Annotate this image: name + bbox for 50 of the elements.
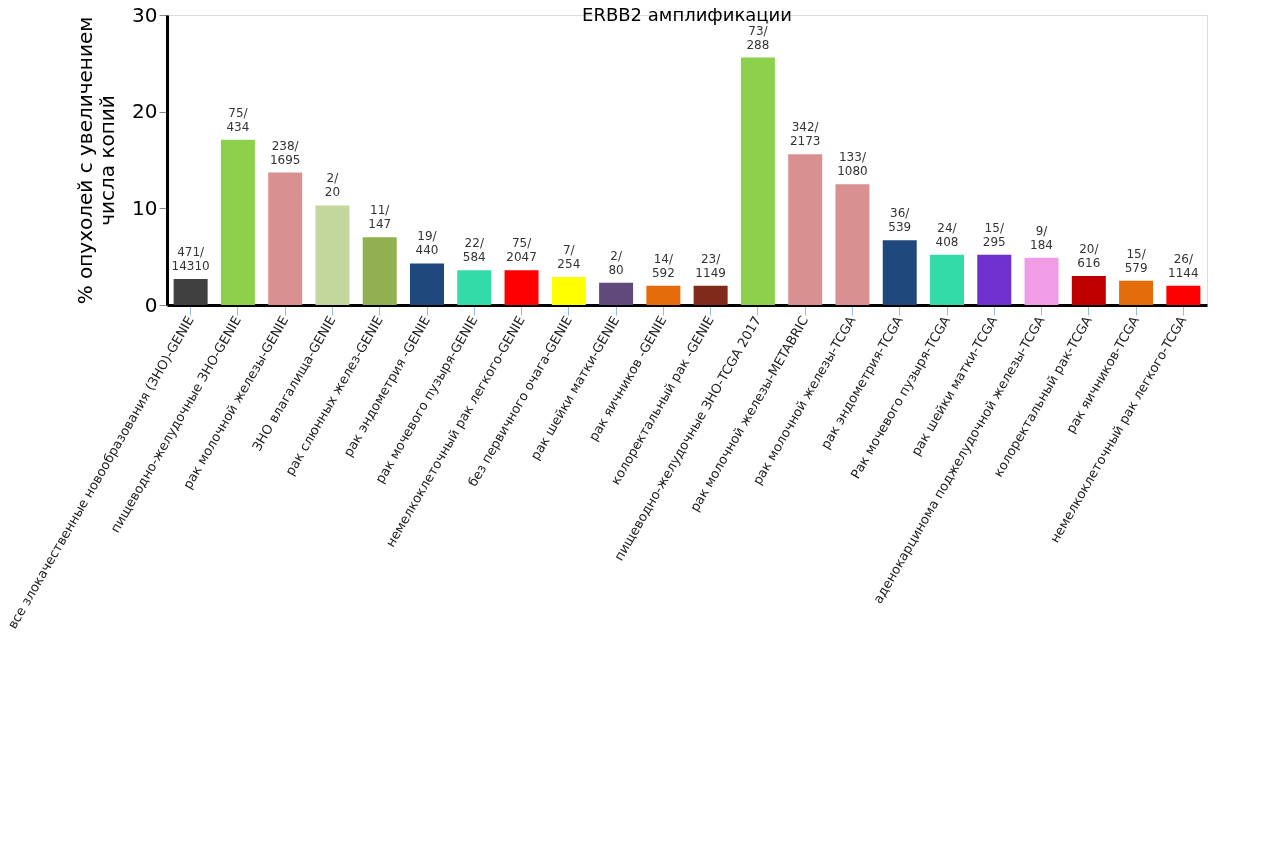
data-label: 2/ 80: [608, 248, 624, 277]
bar: [1024, 257, 1059, 305]
data-label: 342/ 2173: [789, 120, 821, 149]
data-label: 15/ 579: [1124, 246, 1148, 275]
bar: [504, 270, 539, 305]
data-label: 11/ 147: [368, 203, 392, 232]
bar: [457, 270, 492, 305]
bar: [977, 254, 1012, 305]
data-label: 9/ 184: [1030, 223, 1053, 252]
bar: [315, 205, 350, 305]
data-label: 14/ 592: [651, 251, 675, 280]
bar: [1071, 276, 1106, 305]
data-label: 2/ 20: [324, 171, 341, 200]
bar: [835, 184, 870, 305]
bar: [599, 282, 634, 305]
data-label: 19/ 440: [415, 229, 439, 258]
bar: [551, 276, 586, 305]
bar: [173, 278, 208, 305]
chart-title: ERBB2 амплификации: [582, 4, 792, 25]
bar: [740, 57, 775, 305]
bar: [362, 237, 397, 305]
data-label: 36/ 539: [888, 206, 912, 235]
data-label: 22/ 584: [462, 236, 486, 265]
bar: [788, 154, 823, 305]
data-label: 75/ 2047: [506, 236, 537, 265]
data-label: 24/ 408: [935, 220, 959, 249]
bar: [646, 285, 681, 305]
data-label: 26/ 1144: [1168, 251, 1199, 280]
y-tick-label: 0: [144, 292, 158, 317]
bar: [882, 240, 917, 305]
y-tick-label: 30: [132, 2, 158, 27]
data-label: 133/ 1080: [837, 150, 868, 179]
data-label: 75/ 434: [226, 105, 250, 134]
bar: [693, 285, 728, 305]
data-label: 23/ 1149: [695, 251, 726, 280]
y-axis-title: % опухолей с увеличением числа копий: [73, 16, 120, 305]
bar: [1166, 285, 1201, 305]
data-label: 15/ 295: [982, 220, 1006, 249]
y-tick-label: 10: [132, 195, 158, 220]
y-tick-label: 20: [132, 99, 158, 124]
data-label: 471/ 14310: [171, 244, 210, 273]
bar: [410, 263, 444, 305]
data-label: 73/ 288: [746, 23, 770, 52]
data-label: 7/ 254: [557, 242, 581, 271]
data-label: 238/ 1695: [269, 138, 301, 167]
bar: [268, 172, 303, 305]
data-label: 20/ 616: [1077, 242, 1101, 270]
bar: [1119, 280, 1154, 305]
bar: [930, 254, 964, 305]
bar: [220, 139, 255, 305]
